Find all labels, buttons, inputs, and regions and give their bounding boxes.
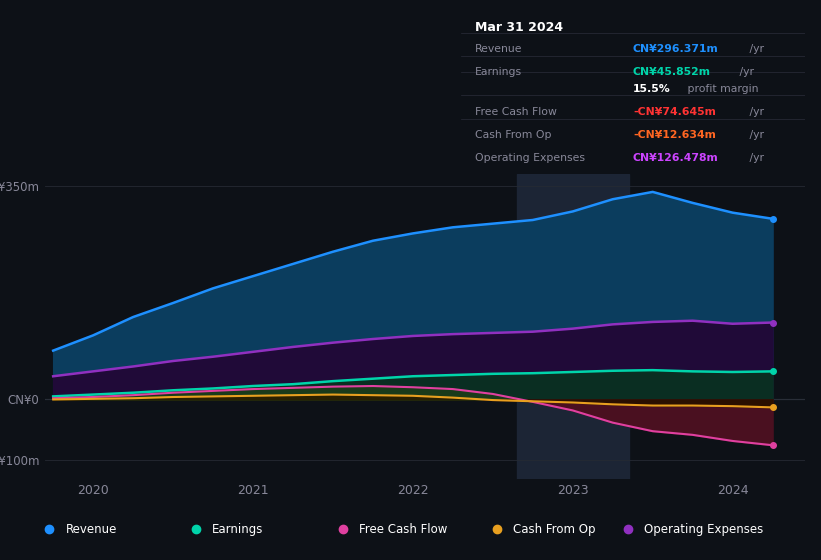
Text: /yr: /yr (746, 107, 764, 117)
Text: Operating Expenses: Operating Expenses (644, 522, 764, 536)
Text: Earnings: Earnings (475, 67, 522, 77)
Text: Cash From Op: Cash From Op (513, 522, 596, 536)
Text: /yr: /yr (746, 153, 764, 164)
Text: -CN¥12.634m /yr: -CN¥12.634m /yr (633, 130, 726, 140)
Text: -CN¥74.645m /yr: -CN¥74.645m /yr (633, 107, 726, 117)
Bar (516, 174, 629, 479)
Text: CN¥126.478m: CN¥126.478m (633, 153, 718, 164)
Text: 15.5% profit margin: 15.5% profit margin (633, 84, 742, 94)
Text: -CN¥12.634m: -CN¥12.634m (633, 130, 716, 140)
Text: Free Cash Flow: Free Cash Flow (475, 107, 557, 117)
Text: Mar 31 2024: Mar 31 2024 (475, 21, 563, 34)
Text: -CN¥74.645m: -CN¥74.645m (633, 107, 716, 117)
Text: Free Cash Flow: Free Cash Flow (359, 522, 447, 536)
Text: Earnings: Earnings (212, 522, 264, 536)
Text: CN¥45.852m: CN¥45.852m (633, 67, 711, 77)
Text: 15.5%: 15.5% (633, 84, 671, 94)
Text: Revenue: Revenue (66, 522, 117, 536)
Text: /yr: /yr (746, 44, 764, 54)
Text: /yr: /yr (736, 67, 754, 77)
Text: profit margin: profit margin (685, 84, 759, 94)
Text: Revenue: Revenue (475, 44, 523, 54)
Text: CN¥45.852m /yr: CN¥45.852m /yr (633, 67, 722, 77)
Text: /yr: /yr (746, 130, 764, 140)
Text: Operating Expenses: Operating Expenses (475, 153, 585, 164)
Text: CN¥296.371m /yr: CN¥296.371m /yr (633, 44, 729, 54)
Text: CN¥126.478m /yr: CN¥126.478m /yr (633, 153, 729, 164)
Text: Cash From Op: Cash From Op (475, 130, 552, 140)
Text: CN¥296.371m: CN¥296.371m (633, 44, 718, 54)
